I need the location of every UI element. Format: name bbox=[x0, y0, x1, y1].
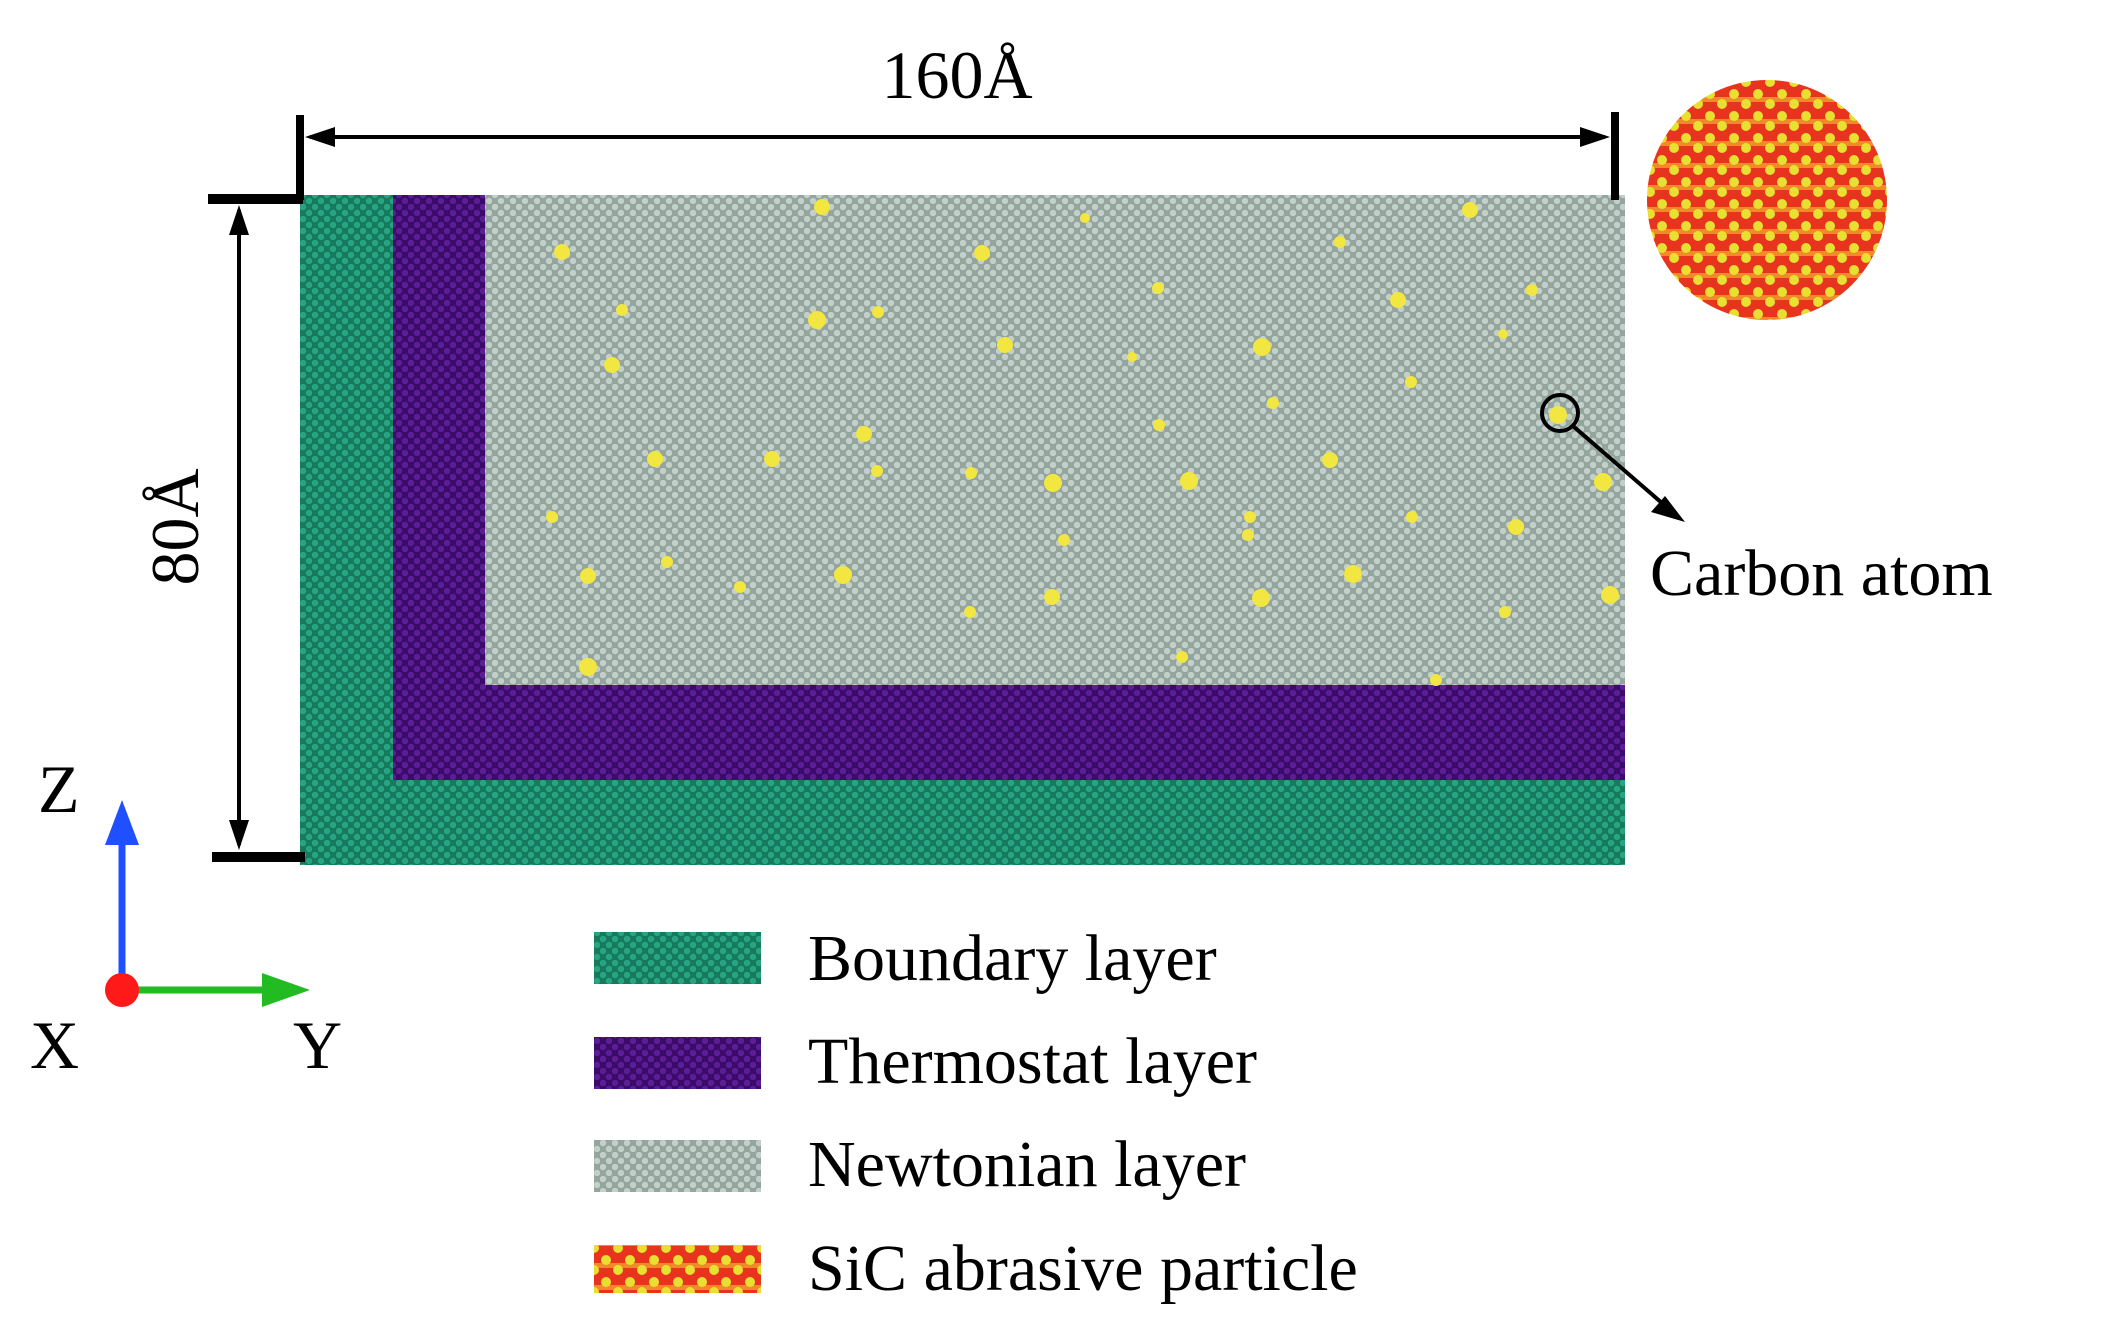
legend-swatch-thermostat bbox=[594, 1037, 761, 1089]
newtonian-layer-region bbox=[485, 195, 1625, 685]
carbon-atom bbox=[1153, 419, 1165, 431]
carbon-atom bbox=[1242, 529, 1254, 541]
carbon-atom bbox=[604, 357, 620, 373]
height-dimension: 80Å bbox=[137, 194, 305, 862]
carbon-atom bbox=[1334, 236, 1346, 248]
carbon-atom bbox=[1080, 213, 1090, 223]
carbon-atom bbox=[872, 306, 884, 318]
carbon-atom bbox=[964, 606, 976, 618]
carbon-atom bbox=[1526, 284, 1538, 296]
carbon-atom bbox=[546, 511, 558, 523]
carbon-atom bbox=[1244, 511, 1256, 523]
carbon-atom bbox=[1344, 565, 1362, 583]
carbon-atom bbox=[1058, 534, 1070, 546]
carbon-atom bbox=[1498, 329, 1508, 339]
carbon-atom bbox=[1406, 511, 1418, 523]
z-axis-label: Z bbox=[38, 751, 80, 827]
carbon-atom bbox=[1322, 452, 1338, 468]
carbon-atom bbox=[871, 465, 883, 477]
carbon-atom bbox=[1152, 282, 1164, 294]
legend-swatch-newtonian bbox=[594, 1140, 761, 1192]
legend-item-sic: SiC abrasive particle bbox=[594, 1232, 1358, 1305]
carbon-atom bbox=[834, 566, 852, 584]
carbon-atom-label: Carbon atom bbox=[1650, 537, 1993, 610]
carbon-atom-callout: Carbon atom bbox=[1540, 393, 1993, 610]
carbon-atom bbox=[1127, 352, 1137, 362]
workpiece-slab bbox=[300, 195, 1625, 865]
y-axis-label: Y bbox=[293, 1007, 342, 1083]
sic-abrasive-particle bbox=[1647, 80, 1887, 320]
carbon-atom bbox=[1253, 338, 1271, 356]
carbon-atom bbox=[734, 581, 746, 593]
carbon-atom bbox=[1601, 586, 1619, 604]
carbon-atom bbox=[1252, 589, 1270, 607]
legend-item-boundary: Boundary layer bbox=[594, 922, 1217, 995]
carbon-atom bbox=[1430, 674, 1442, 686]
carbon-atom bbox=[974, 245, 990, 261]
carbon-atom bbox=[554, 244, 570, 260]
carbon-atom bbox=[1176, 651, 1188, 663]
legend-label-newtonian: Newtonian layer bbox=[808, 1128, 1246, 1201]
carbon-atom bbox=[1594, 473, 1612, 491]
legend-label-thermostat: Thermostat layer bbox=[808, 1025, 1257, 1098]
carbon-atom-marker bbox=[1540, 393, 1580, 433]
carbon-atom bbox=[856, 426, 872, 442]
carbon-atom bbox=[1180, 472, 1198, 490]
carbon-atom bbox=[1508, 519, 1524, 535]
legend-label-boundary: Boundary layer bbox=[808, 922, 1217, 995]
carbon-atom bbox=[1405, 376, 1417, 388]
carbon-atom bbox=[1390, 292, 1406, 308]
carbon-atom bbox=[1044, 474, 1062, 492]
width-label: 160Å bbox=[881, 37, 1032, 113]
carbon-atom bbox=[579, 658, 597, 676]
carbon-atom bbox=[647, 451, 663, 467]
height-label: 80Å bbox=[137, 468, 213, 585]
carbon-atom bbox=[1499, 606, 1511, 618]
carbon-atom bbox=[580, 568, 596, 584]
carbon-atom bbox=[808, 311, 826, 329]
carbon-atom bbox=[1549, 406, 1567, 424]
carbon-atom bbox=[616, 304, 628, 316]
legend-item-thermostat: Thermostat layer bbox=[594, 1025, 1257, 1098]
carbon-atom bbox=[814, 199, 830, 215]
carbon-atom bbox=[1044, 589, 1060, 605]
legend-item-newtonian: Newtonian layer bbox=[594, 1128, 1246, 1201]
legend-label-sic: SiC abrasive particle bbox=[808, 1232, 1358, 1305]
carbon-atom bbox=[997, 337, 1013, 353]
width-dimension: 160Å bbox=[296, 37, 1619, 200]
x-axis-label: X bbox=[30, 1007, 79, 1083]
coordinate-axes: Z X Y bbox=[30, 751, 342, 1083]
x-axis-dot bbox=[105, 973, 139, 1007]
legend-swatch-sic bbox=[594, 1245, 761, 1293]
carbon-atom bbox=[661, 556, 673, 568]
carbon-atom bbox=[1462, 202, 1478, 218]
carbon-atom bbox=[764, 451, 780, 467]
carbon-atom bbox=[1267, 397, 1279, 409]
carbon-atoms bbox=[546, 199, 1619, 686]
legend: Boundary layer Thermostat layer Newtonia… bbox=[594, 922, 1358, 1305]
carbon-atom bbox=[965, 467, 977, 479]
legend-swatch-boundary bbox=[594, 932, 761, 984]
